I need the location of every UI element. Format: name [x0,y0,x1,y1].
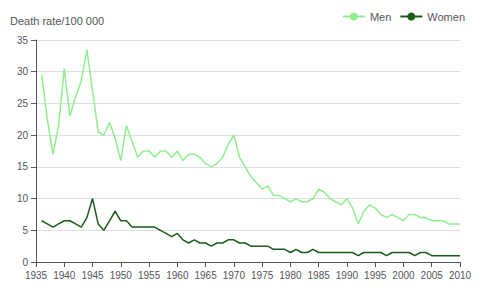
svg-text:1945: 1945 [81,270,104,281]
svg-text:1975: 1975 [251,270,274,281]
svg-text:35: 35 [17,35,29,46]
svg-text:1980: 1980 [279,270,302,281]
svg-text:2000: 2000 [392,270,415,281]
svg-text:1965: 1965 [194,270,217,281]
svg-text:1955: 1955 [138,270,161,281]
svg-text:Women: Women [427,11,465,23]
svg-text:1950: 1950 [110,270,133,281]
svg-text:1935: 1935 [25,270,48,281]
svg-text:30: 30 [17,66,29,77]
svg-text:10: 10 [17,193,29,204]
svg-text:1990: 1990 [336,270,359,281]
svg-text:25: 25 [17,98,29,109]
svg-text:2010: 2010 [449,270,472,281]
svg-text:5: 5 [22,225,28,236]
svg-text:0: 0 [22,257,28,268]
svg-text:1985: 1985 [308,270,331,281]
svg-text:1995: 1995 [364,270,387,281]
svg-text:15: 15 [17,161,29,172]
svg-text:Men: Men [370,11,391,23]
svg-text:20: 20 [17,130,29,141]
svg-text:1960: 1960 [166,270,189,281]
svg-text:2005: 2005 [421,270,444,281]
svg-text:1940: 1940 [53,270,76,281]
svg-text:Death rate/100 000: Death rate/100 000 [10,15,104,27]
svg-text:1970: 1970 [223,270,246,281]
